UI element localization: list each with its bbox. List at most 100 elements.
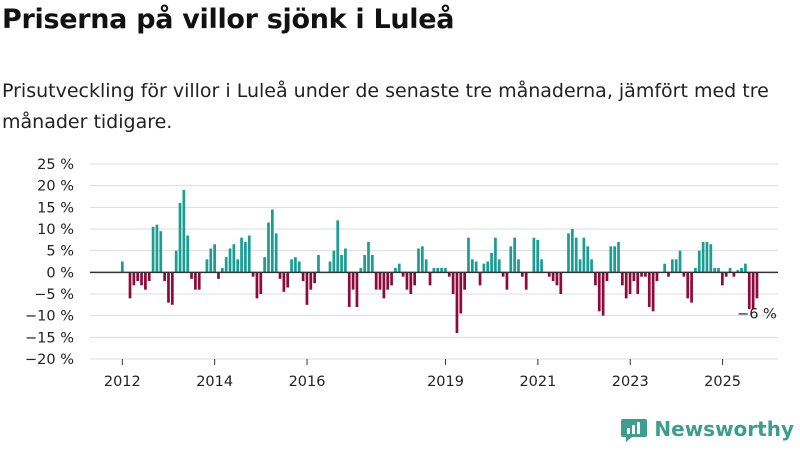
- bar: [582, 237, 586, 273]
- bar: [459, 272, 463, 314]
- bar: [263, 257, 266, 273]
- bar: [628, 272, 632, 294]
- last-value-annotation: −6 %: [737, 306, 777, 322]
- y-tick-label: 25 %: [37, 157, 74, 173]
- bar: [355, 272, 359, 307]
- bar: [594, 272, 597, 286]
- bar: [705, 242, 709, 273]
- bar: [128, 272, 132, 299]
- bar: [532, 237, 536, 273]
- bar: [155, 224, 159, 273]
- bar: [409, 272, 413, 294]
- bar: [401, 272, 405, 277]
- bar: [709, 244, 713, 273]
- bar: [290, 259, 293, 273]
- bar: [178, 203, 182, 273]
- bar: [609, 246, 613, 273]
- x-tick-label: 2025: [704, 374, 741, 390]
- newsworthy-logo-icon: [621, 419, 648, 442]
- y-tick-label: 5 %: [46, 244, 74, 260]
- bar: [432, 268, 436, 273]
- bar: [151, 226, 155, 273]
- bar: [559, 272, 563, 294]
- bar: [728, 268, 732, 273]
- y-tick-label: 0 %: [46, 265, 74, 281]
- bar: [386, 272, 390, 290]
- bar: [494, 237, 497, 273]
- bar: [270, 209, 274, 273]
- bar: [697, 250, 701, 273]
- bar: [567, 233, 570, 273]
- bar: [332, 250, 336, 273]
- bar: [717, 268, 720, 273]
- bar: [370, 255, 374, 273]
- bar: [163, 272, 166, 281]
- bar: [420, 246, 424, 273]
- bar: [670, 259, 674, 273]
- bar: [578, 259, 582, 273]
- newsworthy-logo: Newsworthy: [620, 416, 794, 442]
- bar: [378, 272, 382, 290]
- bar: [317, 255, 320, 273]
- bar: [247, 235, 251, 273]
- y-tick-label: −20 %: [25, 352, 74, 368]
- bar: [490, 252, 493, 273]
- bar: [713, 268, 717, 273]
- bar: [509, 246, 513, 273]
- bar: [447, 272, 451, 277]
- bar: [336, 220, 340, 273]
- bar: [351, 272, 355, 290]
- bar: [136, 272, 140, 281]
- bar: [517, 259, 520, 273]
- bar: [359, 268, 363, 273]
- bar: [644, 272, 647, 277]
- bar: [470, 259, 474, 273]
- bar: [397, 263, 401, 273]
- bar-chart: 25 % 20 % 15 % 10 % 5 % 0 % −5 % −10 % −15 % −20 …: [25, 157, 778, 390]
- bar: [513, 237, 517, 273]
- bar: [140, 272, 143, 286]
- bar: [413, 272, 416, 286]
- bar: [451, 272, 455, 294]
- bar: [501, 272, 505, 277]
- bar: [586, 246, 590, 273]
- bar: [740, 268, 743, 273]
- bar: [213, 244, 216, 273]
- bar: [651, 272, 655, 312]
- bar: [390, 272, 393, 286]
- x-tick-label: 2016: [289, 374, 326, 390]
- bar: [417, 248, 420, 273]
- bar: [636, 272, 640, 294]
- bar: [224, 257, 228, 273]
- bar: [197, 272, 201, 290]
- bar: [120, 261, 124, 273]
- bar: [690, 272, 693, 303]
- bar: [436, 268, 440, 273]
- y-axis-ticks: 25 % 20 % 15 % 10 % 5 % 0 % −5 % −10 % −15 % −20 …: [25, 157, 74, 368]
- bar: [190, 272, 193, 279]
- bar: [455, 272, 459, 333]
- bar: [620, 272, 624, 286]
- bar: [244, 242, 247, 273]
- bar: [259, 272, 263, 294]
- bar: [313, 272, 316, 284]
- bar: [363, 255, 366, 273]
- bar: [217, 272, 220, 279]
- bar: [251, 272, 255, 277]
- y-tick-label: −15 %: [25, 330, 74, 346]
- bar: [540, 259, 543, 273]
- bar: [624, 272, 628, 299]
- bar: [286, 272, 290, 288]
- bar: [328, 261, 332, 273]
- y-tick-label: 10 %: [37, 222, 74, 238]
- bar: [474, 261, 478, 273]
- bar: [340, 255, 343, 273]
- bar: [574, 237, 578, 273]
- bar: [601, 272, 605, 316]
- bar: [667, 272, 670, 277]
- y-tick-label: 20 %: [37, 179, 74, 195]
- bar: [547, 272, 551, 277]
- bar: [463, 272, 466, 290]
- bar: [751, 272, 755, 310]
- bar: [182, 190, 186, 273]
